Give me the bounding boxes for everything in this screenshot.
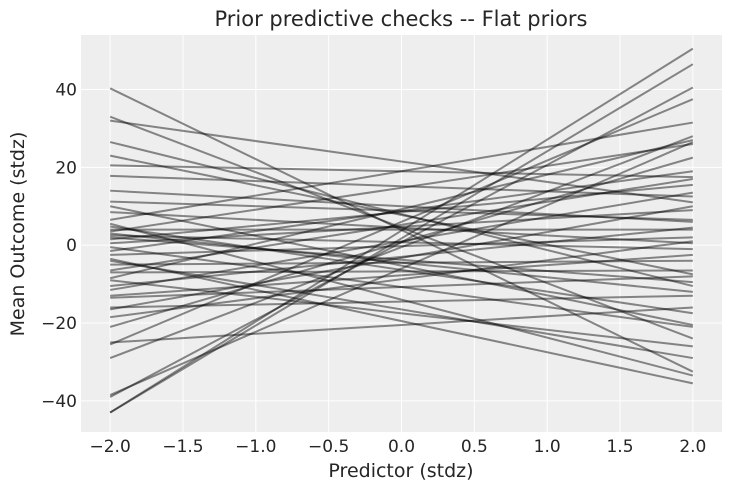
x-tick-label: −2.0 — [89, 437, 130, 457]
x-tick-label: 0.5 — [461, 437, 488, 457]
series-line — [109, 135, 694, 359]
series-line — [110, 246, 693, 328]
series-line — [109, 119, 694, 204]
series-line — [110, 232, 693, 293]
series-line — [109, 191, 694, 291]
series-line — [109, 115, 694, 340]
series-line — [109, 98, 694, 346]
x-tick-label: −0.5 — [308, 437, 349, 457]
x-tick-label: −1.0 — [235, 437, 276, 457]
y-tick-label: 20 — [55, 158, 77, 178]
series-line — [110, 236, 693, 256]
x-tick-label: 0.0 — [388, 437, 415, 457]
series-line — [109, 178, 694, 272]
series-line — [110, 170, 693, 253]
series-line — [110, 189, 693, 223]
series-line — [110, 183, 693, 241]
series-line — [110, 209, 693, 245]
series-line — [109, 205, 694, 311]
series-line — [109, 259, 694, 360]
series-line — [109, 257, 694, 385]
y-tick-label: 0 — [66, 236, 77, 256]
series-line — [109, 87, 694, 373]
series-line — [109, 47, 694, 414]
series-line — [109, 154, 694, 276]
series-line — [109, 121, 694, 221]
series-line — [110, 275, 693, 299]
y-tick-label: −40 — [41, 392, 77, 412]
series-line — [110, 269, 693, 274]
series-line — [110, 294, 693, 309]
x-tick-label: 1.0 — [534, 437, 561, 457]
y-tick-label: 40 — [55, 80, 77, 100]
series-lines — [109, 47, 694, 414]
series-line — [109, 63, 694, 414]
series-line — [109, 86, 694, 398]
series-line — [109, 222, 694, 377]
series-line — [110, 279, 693, 348]
y-tick-label: −20 — [41, 314, 77, 334]
series-line — [110, 174, 693, 198]
series-line — [110, 259, 693, 266]
series-line — [110, 236, 693, 284]
series-line — [109, 205, 694, 326]
grid — [81, 35, 722, 432]
series-line — [109, 225, 694, 315]
x-axis-ticks: −2.0 −1.5 −1.0 −0.5 0.0 0.5 1.0 1.5 2.0 — [89, 437, 706, 457]
series-line — [110, 253, 693, 297]
y-axis-ticks: −40 −20 0 20 40 — [41, 80, 77, 411]
x-tick-label: 2.0 — [679, 437, 706, 457]
series-line — [109, 141, 694, 288]
series-line — [110, 306, 693, 344]
series-line — [109, 156, 694, 328]
x-axis-label: Predictor (stdz) — [328, 460, 473, 482]
series-line — [110, 226, 693, 288]
series-line — [110, 211, 693, 245]
series-line — [110, 234, 693, 251]
series-line — [110, 200, 693, 221]
x-tick-label: 1.5 — [606, 437, 633, 457]
series-line — [110, 240, 693, 319]
chart-title: Prior predictive checks -- Flat priors — [215, 7, 588, 31]
series-line — [109, 142, 694, 233]
x-tick-label: −1.5 — [162, 437, 203, 457]
series-line — [109, 141, 694, 396]
series-line — [109, 139, 694, 280]
y-axis-label: Mean Outcome (stdz) — [7, 132, 29, 337]
series-line — [110, 164, 693, 179]
